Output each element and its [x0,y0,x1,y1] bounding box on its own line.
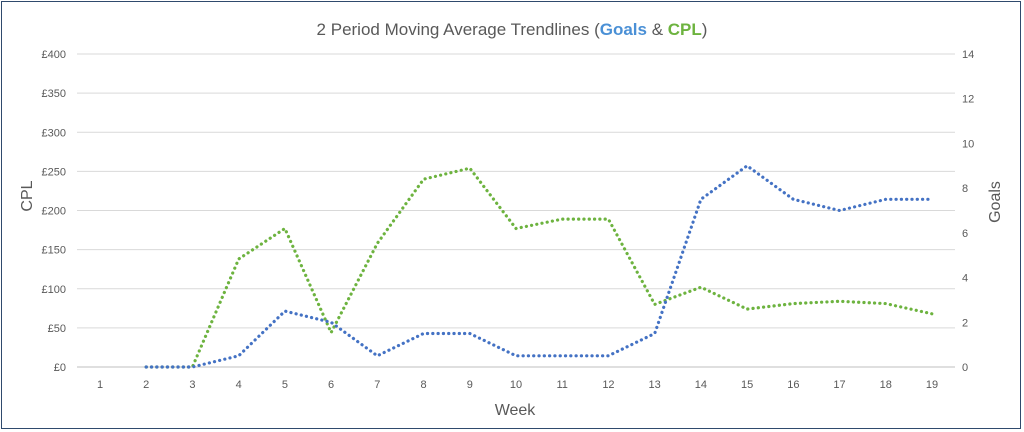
title-goals: Goals [599,20,647,39]
x-tick-label: 12 [602,379,614,391]
right-tick-label: 0 [962,362,968,374]
x-tick-label: 19 [926,379,938,391]
x-tick-label: 8 [420,379,426,391]
left-tick-label: £350 [42,88,66,100]
series-line-cpl [144,166,934,369]
x-tick-label: 15 [741,379,753,391]
left-tick-label: £200 [42,206,66,218]
right-tick-label: 6 [962,228,968,240]
x-tick-label: 6 [328,379,334,391]
x-tick-label: 4 [236,379,242,391]
left-tick-label: £150 [42,245,66,257]
series-lines [144,164,934,369]
x-tick-label: 17 [833,379,845,391]
right-tick-label: 4 [962,273,968,285]
gridlines [77,53,955,368]
right-tick-label: 2 [962,317,968,329]
x-axis-ticks: 1 2 3 4 5 6 7 8 9 10 11 12 13 14 15 16 17 18 19 [97,379,938,391]
right-axis-ticks: 0 2 4 6 8 10 12 14 [962,49,974,374]
x-tick-label: 5 [282,379,288,391]
title-suffix: ) [701,20,708,39]
x-tick-label: 18 [880,379,892,391]
x-tick-label: 9 [467,379,473,391]
x-tick-label: 2 [143,379,149,391]
x-tick-label: 13 [649,379,661,391]
x-tick-label: 16 [787,379,799,391]
x-axis-title: Week [495,402,537,419]
right-tick-label: 8 [962,183,968,195]
left-tick-label: £0 [54,362,66,374]
title-sep: & [646,20,668,39]
title-cpl: CPL [667,20,702,39]
x-tick-label: 3 [189,379,195,391]
chart-title: 2 Period Moving Average Trendlines (Goal… [0,20,1024,40]
series-line-goals [144,164,934,369]
x-tick-label: 14 [695,379,707,391]
left-tick-label: £400 [42,49,66,61]
right-tick-label: 10 [962,138,974,150]
left-tick-label: £300 [42,127,66,139]
x-tick-label: 10 [510,379,522,391]
x-tick-label: 7 [374,379,380,391]
right-axis-title: Goals [987,181,1004,223]
title-prefix: 2 Period Moving Average Trendlines ( [316,20,600,39]
right-tick-label: 14 [962,49,974,61]
left-tick-label: £100 [42,284,66,296]
left-tick-label: £50 [48,323,66,335]
right-tick-label: 12 [962,94,974,106]
x-tick-label: 1 [97,379,103,391]
x-tick-label: 11 [557,379,568,391]
left-axis-title: CPL [19,180,36,211]
left-tick-label: £250 [42,166,66,178]
left-axis-ticks: £0 £50 £100 £150 £200 £250 £300 £350 £400 [42,49,66,374]
